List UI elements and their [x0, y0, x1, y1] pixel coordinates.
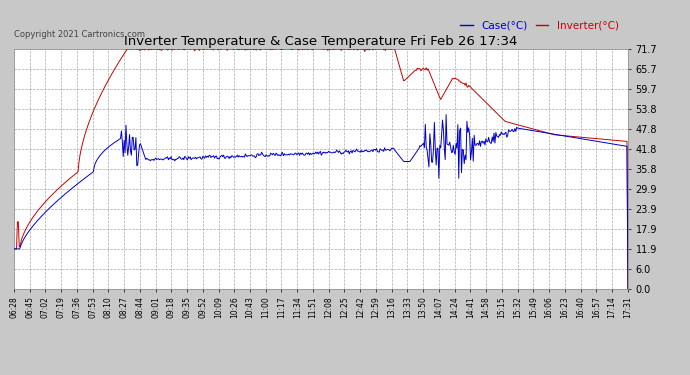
Text: Copyright 2021 Cartronics.com: Copyright 2021 Cartronics.com [14, 30, 145, 39]
Title: Inverter Temperature & Case Temperature Fri Feb 26 17:34: Inverter Temperature & Case Temperature … [124, 34, 518, 48]
Legend: Case(°C), Inverter(°C): Case(°C), Inverter(°C) [456, 17, 622, 35]
